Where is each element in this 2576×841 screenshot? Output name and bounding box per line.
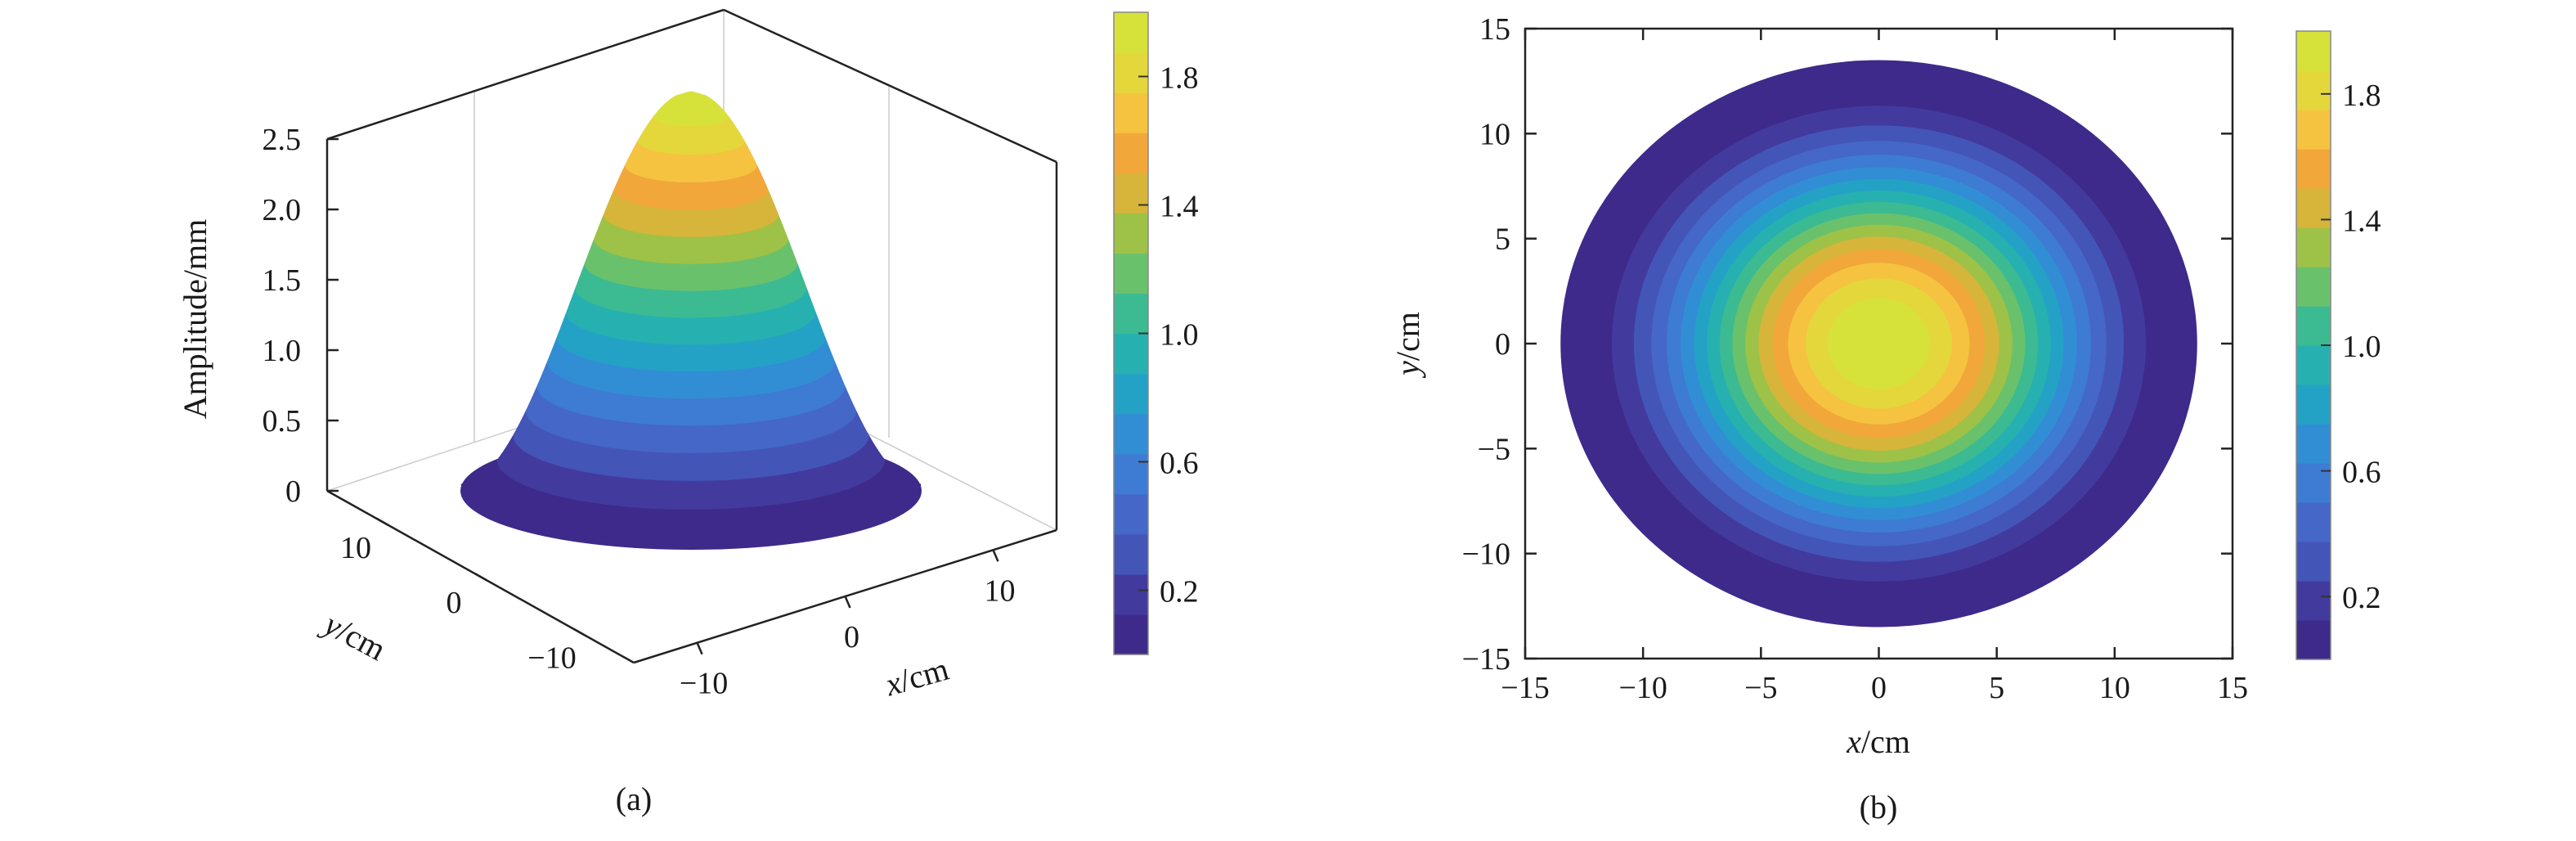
colorbar-b-segment-13	[2296, 149, 2331, 189]
colorbar-a-segment-4	[1114, 493, 1148, 535]
colorbar-b-tick-label-3: 0.6	[2342, 456, 2381, 490]
y-tick-label-4: −5	[1478, 432, 1510, 466]
colorbar-b-segment-4	[2296, 502, 2331, 542]
y-tick-label-1: 10	[1479, 117, 1510, 151]
colorbar-b-segment-12	[2296, 188, 2331, 228]
amplitude-contour-disk	[1560, 60, 2197, 627]
y-tick-label-2: −10	[527, 641, 576, 675]
colorbar-b-segment-10	[2296, 267, 2331, 307]
x-tick-label-1: −10	[1618, 671, 1667, 705]
colorbar-a-tick-label-1: 0.6	[1160, 447, 1199, 481]
colorbar-b-tick-label-1: 1.4	[2342, 204, 2381, 238]
colorbar-a-segment-9	[1114, 293, 1148, 335]
colorbar-b-segment-9	[2296, 306, 2331, 346]
x-tick-label-1: 0	[844, 620, 859, 654]
colorbar-b-tick-label-4: 0.2	[2342, 581, 2381, 615]
z-tick-label-5: 2.5	[263, 123, 302, 157]
colorbar-a-segment-11	[1114, 213, 1148, 254]
colorbar-b-segment-15	[2296, 70, 2331, 110]
z-tick-label-2: 1.0	[263, 334, 302, 368]
colorbar-a-segment-10	[1114, 253, 1148, 295]
z-axis-label: Amplitude/mm	[177, 219, 213, 419]
colorbar-b-ticks: 1.8 1.4 1.0 0.6 0.2	[2321, 79, 2381, 615]
colorbar-a-segment-6	[1114, 413, 1148, 455]
colorbar-a	[1113, 11, 1149, 655]
x-tick-mark-0	[696, 642, 703, 655]
colorbar-b-segment-3	[2296, 542, 2331, 582]
x-tick-mark-1	[844, 596, 851, 609]
colorbar-a-segment-5	[1114, 453, 1148, 495]
colorbar-a-segment-14	[1114, 92, 1148, 133]
colorbar-b-segment-1	[2296, 620, 2331, 660]
x-tick-label-2: −5	[1744, 671, 1777, 705]
x-tick-label-6: 15	[2217, 671, 2248, 705]
z-axis-ticks: 0 0.5 1.0 1.5 2.0 2.5	[263, 123, 339, 509]
colorbar-a-segment-13	[1114, 133, 1148, 173]
y-axis-label: y/cm	[1389, 312, 1426, 379]
colorbar-b-tick-label-2: 1.0	[2342, 330, 2381, 364]
colorbar-b-segment-5	[2296, 463, 2331, 503]
z-tick-label-4: 2.0	[263, 193, 302, 227]
colorbar-a-segment-7	[1114, 373, 1148, 415]
y-tick-label-6: −15	[1462, 642, 1510, 677]
y-axis-ticks: 10 0 −10	[340, 517, 586, 675]
z-tick-label-0: 0	[285, 474, 301, 509]
colorbar-b-segment-7	[2296, 385, 2331, 425]
colorbar-b-segment-11	[2296, 227, 2331, 268]
y-tick-mark-1	[474, 573, 487, 582]
colorbar-b-segment-14	[2296, 110, 2331, 150]
amplitude-surface	[460, 91, 922, 550]
x-axis-label: x/cm	[881, 650, 953, 704]
y-tick-label-0: 10	[340, 531, 371, 565]
panel-a-surface-plot: 0 0.5 1.0 1.5 2.0 2.5 10 0 −10 −10 0 10 Amplitude…	[177, 8, 1199, 817]
x-tick-label-2: 10	[984, 573, 1015, 608]
x-tick-label-3: 0	[1871, 671, 1887, 705]
x-axis-ticks: −15 −10 −5 0 5 10 15	[1501, 29, 2248, 705]
colorbar-b-segment-2	[2296, 581, 2331, 621]
surface-top-cap	[665, 99, 717, 112]
x-tick-mark-2	[992, 549, 999, 562]
y-axis-label: y/cm	[316, 604, 392, 668]
colorbar-a-segment-2	[1114, 573, 1148, 615]
colorbar-b-segment-8	[2296, 345, 2331, 385]
colorbar-b-segment-6	[2296, 424, 2331, 464]
colorbar-a-tick-label-3: 1.4	[1160, 190, 1199, 224]
x-axis-label: x/cm	[1846, 723, 1910, 760]
y-tick-label-3: 0	[1495, 327, 1510, 362]
colorbar-a-segment-12	[1114, 173, 1148, 214]
x-tick-label-0: −15	[1501, 671, 1549, 705]
x-tick-label-5: 10	[2099, 671, 2130, 705]
colorbar-a-segment-15	[1114, 52, 1148, 93]
colorbar-a-tick-label-0: 0.2	[1160, 575, 1199, 609]
colorbar-a-segment-1	[1114, 614, 1148, 655]
y-axis-ticks: 15 10 5 0 −5 −10 −15	[1462, 12, 2233, 677]
x-tick-label-4: 5	[1989, 671, 2004, 705]
z-tick-label-3: 1.5	[263, 263, 302, 298]
colorbar-a-segment-8	[1114, 333, 1148, 375]
colorbar-a-segment-3	[1114, 533, 1148, 575]
x-tick-label-0: −10	[680, 667, 728, 701]
caption-b: (b)	[1860, 789, 1898, 825]
y-tick-mark-2	[572, 627, 586, 636]
colorbar-a-tick-label-4: 1.8	[1160, 61, 1199, 96]
caption-a: (a)	[616, 780, 652, 817]
y-tick-mark-0	[376, 517, 389, 527]
y-tick-label-5: −10	[1462, 537, 1510, 572]
y-tick-label-1: 0	[447, 586, 462, 620]
y-tick-label-2: 5	[1495, 223, 1510, 257]
colorbar-b-segment-16	[2296, 31, 2331, 71]
z-tick-label-1: 0.5	[263, 404, 302, 438]
colorbar-a-tick-label-2: 1.0	[1160, 318, 1199, 353]
colorbar-b	[2296, 30, 2331, 660]
colorbar-a-segment-16	[1114, 12, 1148, 53]
colorbar-a-ticks: 0.2 0.6 1.0 1.4 1.8	[1138, 61, 1199, 609]
colorbar-b-tick-label-0: 1.8	[2342, 79, 2381, 113]
x-axis-ticks: −10 0 10	[680, 549, 1015, 701]
y-tick-label-0: 15	[1479, 12, 1510, 47]
contour-level-16	[1827, 298, 1931, 389]
